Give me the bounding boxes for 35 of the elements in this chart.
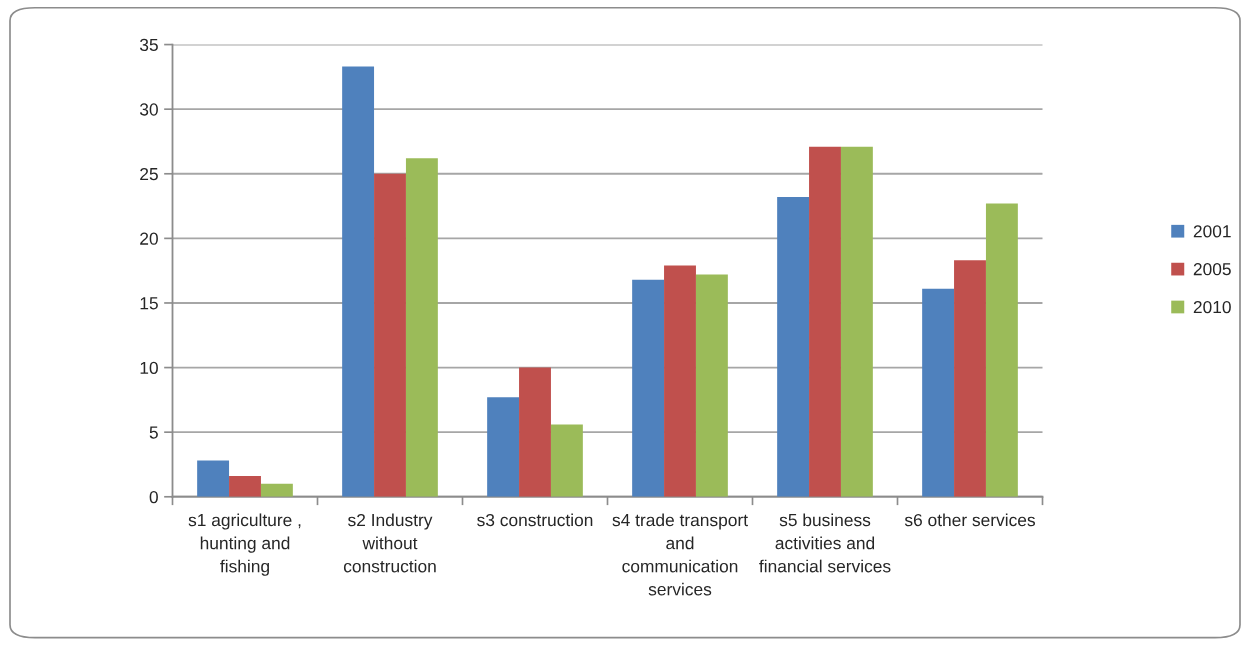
legend-label: 2001 bbox=[1193, 225, 1231, 238]
bar bbox=[405, 158, 438, 497]
x-tick-label: s5 business activities and financial services bbox=[759, 513, 891, 573]
legend-label: 2010 bbox=[1193, 300, 1231, 314]
bar bbox=[809, 146, 841, 497]
bar bbox=[342, 66, 375, 497]
bar bbox=[260, 483, 293, 497]
bar bbox=[374, 173, 406, 497]
x-tick-label: s3 construction bbox=[477, 513, 593, 527]
bar bbox=[954, 260, 986, 497]
legend-label: 2005 bbox=[1193, 263, 1231, 276]
y-tick-label: 25 bbox=[140, 167, 158, 181]
bar bbox=[695, 274, 728, 497]
bar bbox=[985, 203, 1018, 497]
bar bbox=[840, 146, 873, 497]
bar bbox=[777, 197, 810, 497]
y-tick-label: 30 bbox=[139, 103, 158, 116]
bar bbox=[632, 279, 665, 497]
y-tick-label: 20 bbox=[140, 232, 158, 245]
bar bbox=[519, 367, 551, 497]
bar bbox=[229, 476, 261, 497]
y-tick-label: 5 bbox=[149, 426, 158, 439]
x-tick-label: s6 other services bbox=[904, 513, 1035, 527]
x-tick-label: s2 Industry without construction bbox=[343, 513, 436, 573]
y-tick-label: 0 bbox=[149, 490, 158, 504]
bar bbox=[922, 288, 955, 497]
y-tick-label: 10 bbox=[140, 361, 158, 375]
bar bbox=[550, 424, 583, 497]
bar bbox=[197, 460, 230, 497]
y-tick-label: 35 bbox=[139, 38, 158, 52]
x-tick-label: s4 trade transport and communication services bbox=[612, 513, 748, 596]
bar bbox=[487, 397, 520, 497]
bar bbox=[664, 265, 696, 497]
x-tick-label: s1 agriculture , hunting and fishing bbox=[188, 513, 301, 576]
y-tick-label: 15 bbox=[140, 297, 158, 310]
